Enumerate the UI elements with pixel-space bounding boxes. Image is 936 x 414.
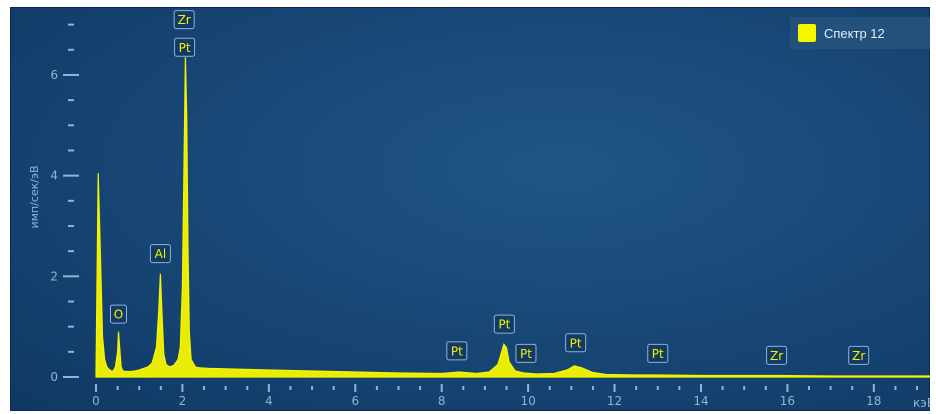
peak-label: Zr [766, 345, 788, 365]
peak-label: Pt [446, 341, 468, 361]
peak-label-text: Pt [451, 344, 463, 358]
y-axis-title: имп/сек/эВ [28, 165, 41, 228]
peak-label-text: Pt [179, 41, 191, 55]
peak-label-box [173, 10, 195, 30]
x-tick-label: 2 [179, 394, 187, 408]
x-tick-label: 10 [520, 394, 535, 408]
y-tick-label: 0 [50, 370, 58, 384]
peak-label-box [149, 244, 171, 264]
peak-label-box [766, 345, 788, 365]
peak-label-text: Zr [770, 349, 783, 363]
peak-label: Zr [848, 345, 870, 365]
peak-label-box [174, 37, 196, 57]
peak-labels: Zr Pt Al O Pt Pt Pt Pt Pt Zr Zr [109, 10, 870, 365]
y-tick-label: 4 [50, 169, 58, 183]
peak-label-text: Pt [520, 347, 532, 361]
peak-label-text: Pt [652, 347, 664, 361]
peak-label: Pt [493, 314, 515, 334]
x-tick-label: 12 [607, 394, 622, 408]
peak-label: Pt [174, 37, 196, 57]
peak-label-text: Pt [498, 318, 510, 332]
peak-label-text: Pt [570, 336, 582, 350]
x-tick-label: 16 [780, 394, 795, 408]
peak-label-box [565, 333, 587, 353]
peak-label-box [647, 343, 669, 363]
x-tick-label: 8 [438, 394, 446, 408]
x-tick-label: 0 [92, 394, 100, 408]
x-tick-label: 14 [693, 394, 708, 408]
peak-label: Pt [565, 333, 587, 353]
peak-label: Zr [173, 10, 195, 30]
peak-label-text: Zr [852, 349, 865, 363]
peak-label-box [109, 304, 127, 324]
peak-label-box [493, 314, 515, 334]
peak-label-box [848, 345, 870, 365]
peak-label: Pt [515, 343, 537, 363]
spectrum-series [95, 57, 930, 378]
peak-label-text: Zr [178, 13, 191, 27]
y-tick-label: 2 [50, 269, 58, 283]
minor-ticks [68, 23, 919, 390]
peak-label: Al [149, 244, 171, 264]
x-tick-label: 4 [265, 394, 273, 408]
x-axis-title: кэВ [913, 396, 930, 410]
axes: 0 2 4 6 8 10 12 14 16 18 0 2 4 6 [50, 68, 881, 408]
x-tick-label: 6 [351, 394, 359, 408]
peak-label-text: Al [155, 247, 167, 261]
legend-swatch [798, 24, 816, 42]
peak-label: Pt [647, 343, 669, 363]
peak-label-box [446, 341, 468, 361]
peak-label: O [109, 304, 127, 324]
peak-label-box [515, 343, 537, 363]
series-layer [95, 57, 930, 378]
y-tick-label: 6 [50, 68, 58, 82]
spectrum-panel: 0 2 4 6 8 10 12 14 16 18 0 2 4 6 Zr Pt Al O Pt Pt Pt Pt Pt Zr Z… [10, 7, 930, 411]
peak-label-text: O [114, 308, 123, 322]
legend[interactable]: Спектр 12 [790, 17, 930, 49]
x-tick-label: 18 [866, 394, 881, 408]
legend-label: Спектр 12 [824, 25, 885, 41]
